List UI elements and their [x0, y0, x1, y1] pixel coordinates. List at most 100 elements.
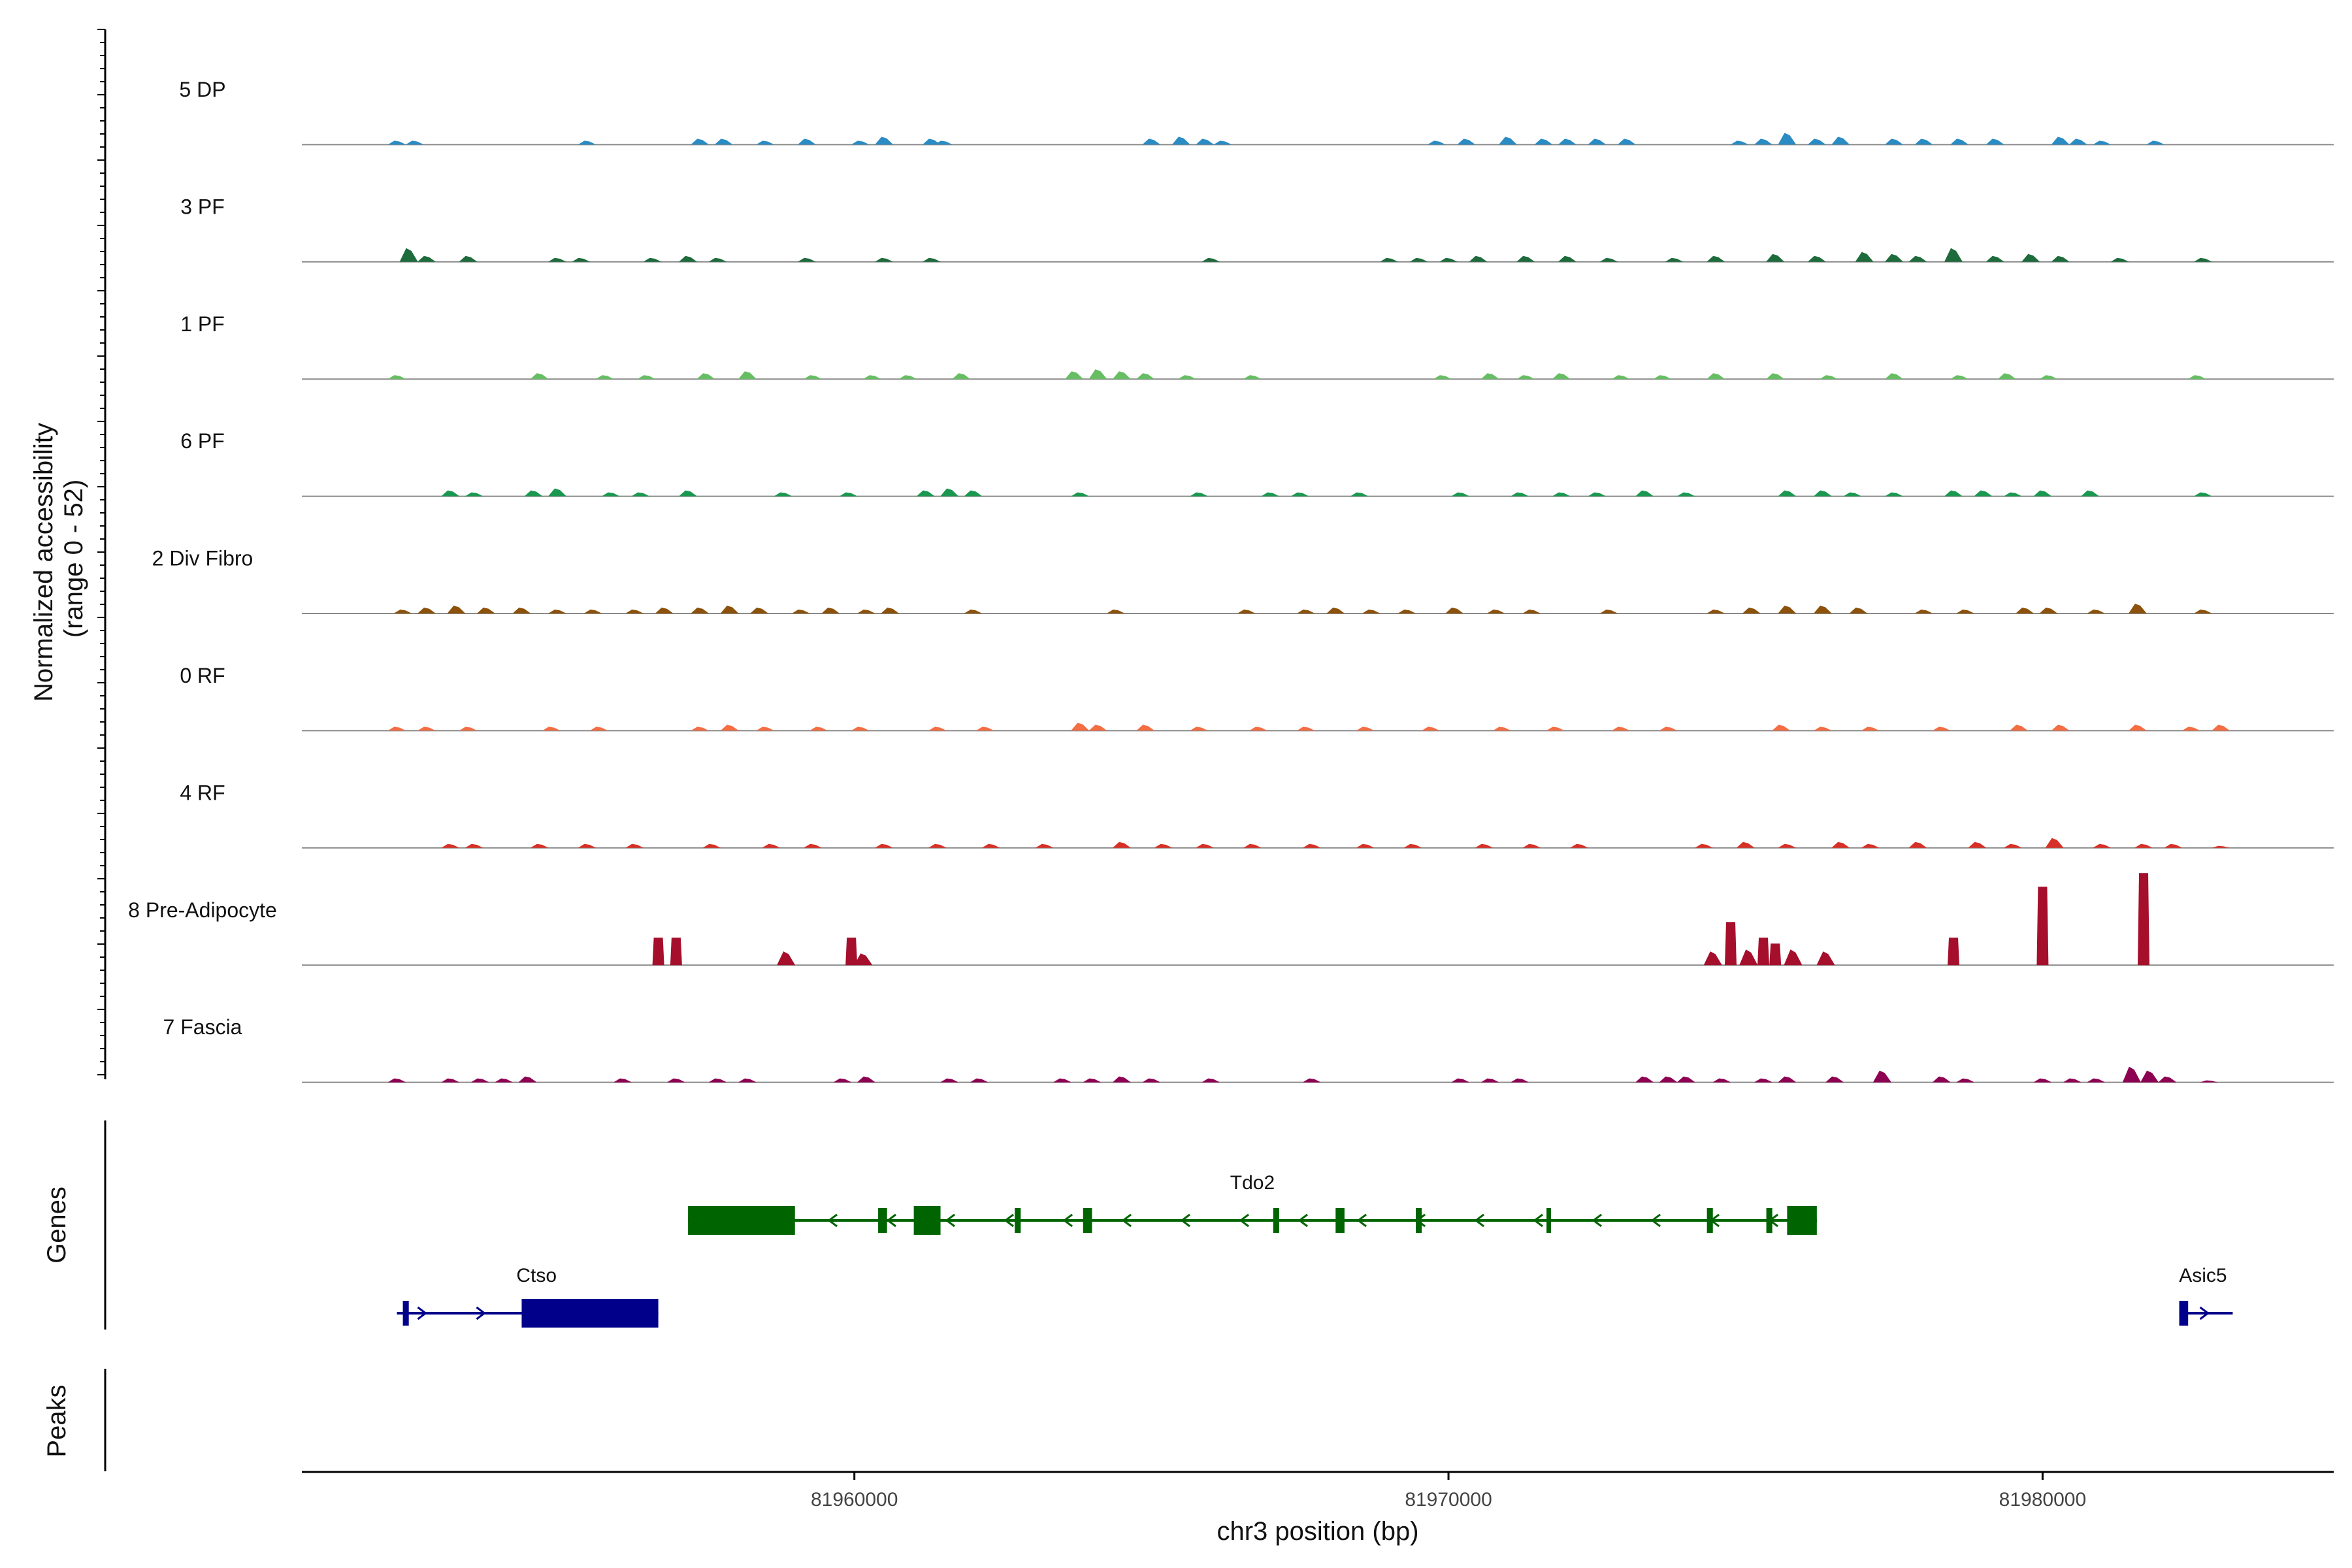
coverage-peak: [655, 608, 674, 613]
coverage-peak: [1433, 375, 1452, 380]
gene-annotations: Tdo2 Ctso Asic5: [397, 1172, 2233, 1328]
coverage-peak: [1944, 248, 1963, 262]
coverage-peak: [714, 139, 733, 145]
coverage-peak: [1451, 1078, 1470, 1083]
coverage-peak: [417, 255, 436, 262]
coverage-peak: [1475, 843, 1494, 848]
coverage-peak: [1558, 139, 1576, 145]
gene-name-label: Asic5: [2179, 1265, 2227, 1286]
coverage-peak: [1112, 841, 1131, 848]
gene-exon: [1273, 1208, 1279, 1233]
x-tick-label: 81970000: [1405, 1489, 1492, 1511]
coverage-peak: [1261, 492, 1280, 497]
coverage-peak: [1154, 843, 1173, 848]
coverage-peak: [1296, 727, 1315, 731]
coverage-peak: [1588, 139, 1607, 145]
coverage-peak: [1807, 255, 1826, 262]
coverage-peak: [1707, 610, 1725, 613]
coverage-peak: [1380, 257, 1399, 262]
coverage-peak: [417, 727, 436, 731]
strand-arrow: [1650, 1213, 1661, 1228]
coverage-peak: [1707, 373, 1725, 380]
coverage-peak: [670, 938, 682, 966]
coverage-peak: [470, 1078, 489, 1083]
coverage-peak: [2016, 608, 2034, 613]
coverage-peak: [1516, 255, 1535, 262]
coverage-peak: [2200, 1080, 2219, 1083]
track-1-pf: 1 PF: [180, 312, 2334, 380]
coverage-peak: [1249, 727, 1268, 731]
coverage-peak: [548, 610, 567, 613]
coverage-peak: [1754, 1078, 1773, 1083]
coverage-peak: [441, 843, 460, 848]
coverage-peak: [1778, 133, 1797, 145]
coverage-peak: [2087, 1078, 2106, 1083]
track-8-pre-adipocyte: 8 Pre-Adipocyte: [128, 873, 2334, 966]
gene-exon: [402, 1301, 409, 1326]
coverage-peak: [1712, 1078, 1731, 1083]
coverage-peak: [708, 257, 727, 262]
coverage-peak: [898, 375, 917, 380]
coverage-peak: [1599, 610, 1618, 613]
coverage-peak: [1807, 139, 1826, 145]
coverage-peak: [1492, 727, 1511, 731]
coverage-peak: [2033, 1078, 2052, 1083]
coverage-peak: [2128, 604, 2147, 613]
coverage-peak: [2212, 725, 2230, 731]
coverage-peak: [417, 608, 436, 613]
coverage-peak: [1570, 843, 1589, 848]
coverage-peak: [1816, 951, 1835, 966]
coverage-peak: [1522, 610, 1541, 613]
coverage-peak: [1772, 725, 1791, 731]
coverage-peak: [708, 1078, 727, 1083]
coverage-peak: [1457, 139, 1476, 145]
coverage-peak: [1617, 139, 1636, 145]
coverage-peak: [1908, 255, 1927, 262]
coverage-peak: [1944, 490, 1963, 497]
coverage-peak: [2212, 845, 2230, 848]
strand-arrow: [1356, 1213, 1367, 1228]
track-label: 3 PF: [180, 195, 225, 218]
coverage-peak: [774, 492, 792, 497]
coverage-peak: [1445, 608, 1464, 613]
coverage-peak: [524, 490, 543, 497]
coverage-peak: [1409, 257, 1428, 262]
coverage-peak: [1766, 373, 1785, 380]
track-label: 5 DP: [179, 78, 225, 101]
coverage-peak: [643, 257, 662, 262]
coverage-peak: [1190, 492, 1209, 497]
strand-arrow: [1180, 1213, 1190, 1228]
gene-exon: [1335, 1208, 1345, 1233]
coverage-peak: [1985, 255, 2004, 262]
coverage-peak: [1778, 1076, 1797, 1083]
coverage-peak: [804, 375, 823, 380]
gene-exon: [521, 1299, 659, 1328]
coverage-peak: [530, 373, 549, 380]
coverage-peak: [1914, 610, 1933, 613]
coverage-peak: [1356, 843, 1375, 848]
track-label: 8 Pre-Adipocyte: [128, 898, 277, 922]
coverage-peak: [542, 727, 561, 731]
coverage-peak: [691, 608, 710, 613]
coverage-peak: [1885, 373, 1904, 380]
coverage-peak: [1769, 943, 1782, 966]
coverage-peak: [2051, 255, 2070, 262]
strand-arrow: [1004, 1213, 1014, 1228]
gene-exon: [1083, 1208, 1092, 1233]
coverage-peak: [1552, 492, 1571, 497]
coverage-peak: [1778, 490, 1797, 497]
coverage-peak: [637, 375, 656, 380]
coverage-peak: [1825, 1076, 1844, 1083]
coverage-peak: [666, 1078, 685, 1083]
strand-arrow: [417, 1306, 427, 1320]
coverage-peak: [1296, 610, 1315, 613]
coverage-peak: [1397, 610, 1416, 613]
coverage-peak: [981, 843, 1000, 848]
coverage-peak: [548, 257, 567, 262]
coverage-peak: [1142, 1078, 1161, 1083]
coverage-peak: [2003, 492, 2022, 497]
coverage-peak: [777, 951, 796, 966]
coverage-peak: [1083, 1078, 1102, 1083]
coverage-peak: [1243, 375, 1262, 380]
